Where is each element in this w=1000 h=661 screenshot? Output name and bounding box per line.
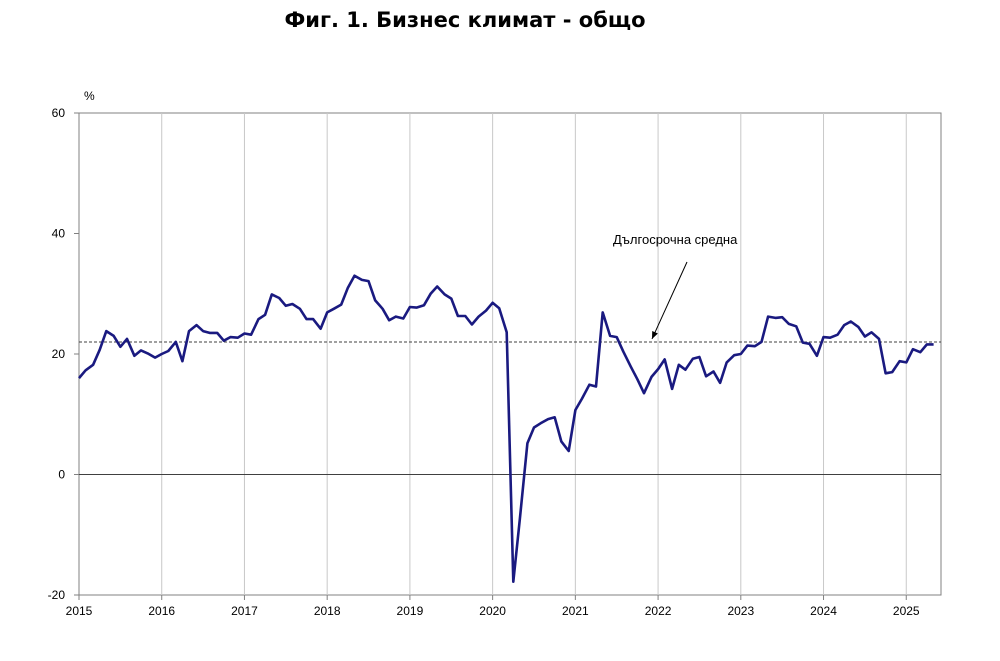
y-tick-label: 20 [52,347,66,361]
x-tick-label: 2017 [231,604,258,618]
long-term-average-annotation: Дългосрочна средна [613,232,738,247]
x-tick-label: 2022 [645,604,672,618]
chart-title: Фиг. 1. Бизнес климат - общо [284,8,646,32]
x-tick-label: 2024 [810,604,837,618]
y-tick-label: 60 [52,106,66,120]
y-tick-label: 40 [52,227,66,241]
x-tick-label: 2025 [893,604,920,618]
x-tick-label: 2015 [66,604,93,618]
business-climate-series-line [78,274,934,584]
annotation-arrow-head [652,330,658,339]
x-tick-label: 2021 [562,604,589,618]
x-tick-label: 2018 [314,604,341,618]
annotation-arrow-shaft [651,261,688,340]
x-tick-label: 2016 [148,604,175,618]
plot-area-frame [78,112,942,596]
y-tick-label: -20 [48,588,66,602]
y-axis-unit-label: % [84,89,95,103]
x-tick-label: 2023 [727,604,754,618]
y-tick-label: 0 [58,468,65,482]
x-tick-label: 2020 [479,604,506,618]
x-tick-label: 2019 [397,604,424,618]
